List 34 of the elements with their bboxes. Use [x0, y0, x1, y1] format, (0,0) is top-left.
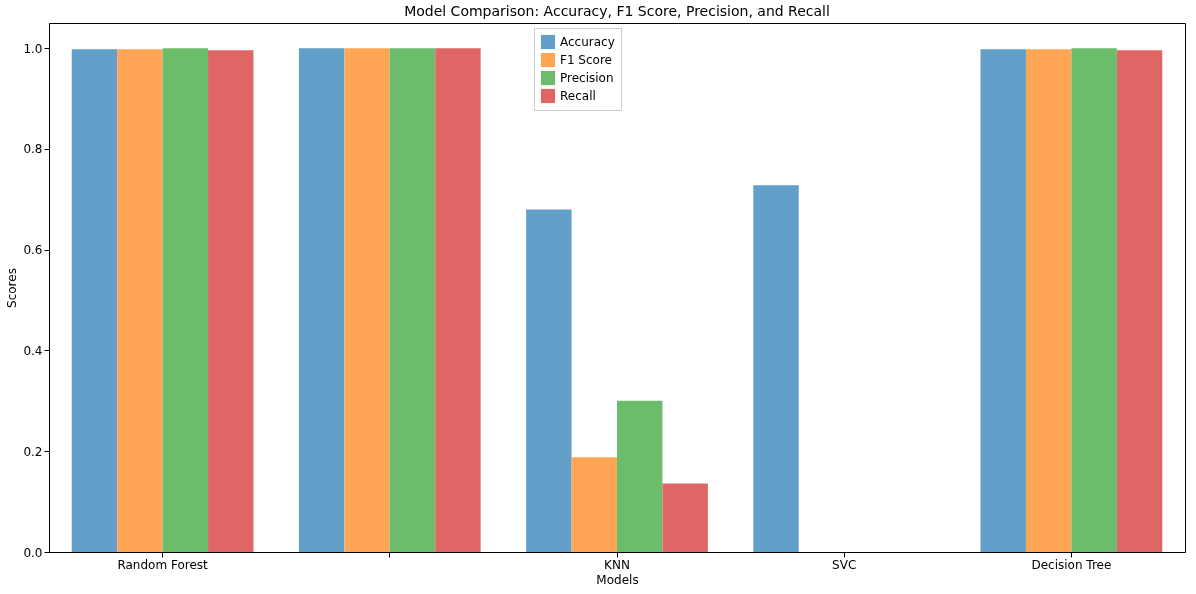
- y-tick-label: 1.0: [23, 41, 43, 56]
- x-tick-label: SVC: [832, 557, 857, 572]
- x-tick-label: Random Forest: [117, 557, 209, 572]
- bar: [298, 48, 345, 552]
- bar: [1025, 49, 1072, 552]
- bar: [571, 457, 617, 552]
- bar: [526, 209, 572, 552]
- x-axis-title: Models: [596, 572, 639, 587]
- x-tick-label: KNN: [604, 557, 630, 572]
- bar: [435, 48, 481, 552]
- y-tick-label: 0.8: [23, 142, 43, 157]
- bar: [389, 48, 436, 552]
- y-tick-label: 0.2: [23, 444, 43, 459]
- legend-label: Accuracy: [560, 35, 615, 49]
- bar: [208, 50, 254, 552]
- bar: [1071, 48, 1117, 552]
- x-tick-label: Decision Tree: [1031, 557, 1112, 572]
- bar: [617, 400, 663, 552]
- bar: [753, 185, 799, 552]
- bar: [1116, 50, 1163, 552]
- y-axis-title: Scores: [5, 268, 20, 308]
- bar: [344, 48, 390, 552]
- bar: [980, 49, 1026, 552]
- legend-label: F1 Score: [560, 53, 612, 67]
- bar: [71, 49, 118, 552]
- bar: [117, 49, 163, 552]
- y-tick-label: 0.6: [23, 243, 43, 258]
- legend-label: Recall: [560, 89, 596, 103]
- bar: [662, 483, 708, 552]
- chart-title: Model Comparison: Accuracy, F1 Score, Precision, and Recall: [404, 3, 830, 19]
- legend-label: Precision: [560, 71, 614, 85]
- bar: [162, 48, 209, 552]
- y-tick-label: 0.0: [23, 545, 43, 560]
- y-tick-label: 0.4: [23, 343, 43, 358]
